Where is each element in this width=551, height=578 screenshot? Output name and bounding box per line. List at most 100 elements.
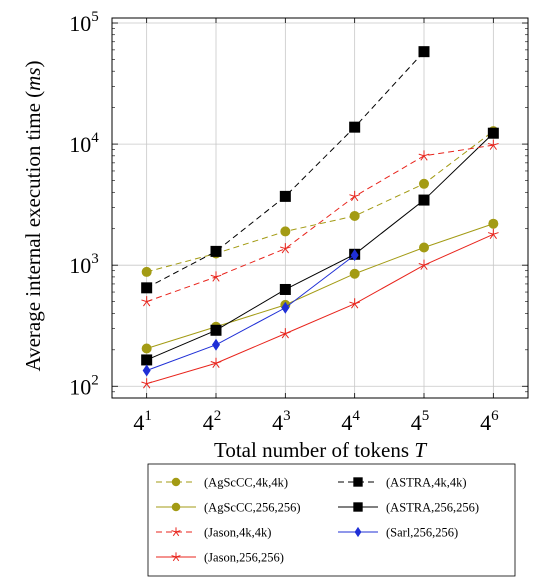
legend-label: (Jason,256,256): [204, 551, 284, 565]
x-tick-label-base: 4: [203, 410, 214, 435]
point-square-marker: [141, 282, 153, 294]
point-star-marker: [171, 527, 181, 537]
y-tick-label-exponent: 4: [91, 130, 99, 146]
point-square-marker: [353, 502, 363, 512]
point-star-marker: [418, 150, 430, 161]
x-tick-label-base: 4: [272, 410, 283, 435]
x-tick-label: 42: [203, 408, 222, 435]
point-star-marker: [210, 357, 222, 368]
point-square-marker: [141, 354, 153, 366]
y-tick-label-base: 10: [69, 374, 91, 399]
y-tick-label-base: 10: [69, 11, 91, 36]
point-square-marker: [279, 283, 291, 295]
legend-label: (AgScCC,256,256): [204, 501, 301, 515]
legend-label: (Jason,4k,4k): [204, 526, 271, 540]
x-tick-label-exponent: 1: [144, 408, 152, 424]
series-line: [146, 144, 494, 303]
point-star-marker: [279, 243, 291, 254]
point-square-marker: [279, 190, 291, 202]
legend-item-6: (Jason,256,256): [156, 551, 284, 565]
x-tick-label: 45: [411, 408, 430, 435]
x-axis-label-var: T: [414, 438, 427, 462]
point-diamond-marker: [212, 338, 220, 351]
point-square-marker: [353, 477, 363, 487]
series-layer: [141, 46, 499, 389]
y-axis-label-unit: ms: [21, 68, 45, 91]
series-2: [141, 218, 499, 354]
series-1: [141, 46, 430, 294]
y-axis-label: Average internal execution time (ms): [21, 61, 45, 372]
point-diamond-marker: [281, 301, 290, 314]
point-square-marker: [418, 46, 430, 58]
series-line: [146, 233, 494, 385]
series-line: [146, 254, 355, 371]
point-circle-marker: [488, 218, 499, 229]
point-star-marker: [279, 328, 291, 339]
point-circle-marker: [349, 268, 360, 279]
point-square-marker: [210, 324, 222, 336]
point-star-marker: [487, 139, 499, 150]
series-3: [141, 127, 499, 366]
point-circle-marker: [171, 502, 181, 512]
point-square-marker: [418, 194, 430, 206]
series-line: [146, 132, 494, 361]
legend-label: (Sarl,256,256): [386, 526, 458, 540]
series-6: [141, 228, 499, 389]
point-square-marker: [349, 121, 361, 133]
x-tick-label-base: 4: [133, 410, 144, 435]
y-tick-label: 104: [69, 130, 99, 157]
legend: (AgScCC,4k,4k) (ASTRA,4k,4k) (AgScCC,256,2…: [147, 463, 516, 577]
y-tick-label: 105: [69, 9, 99, 36]
point-circle-marker: [171, 477, 181, 487]
x-tick-label-base: 4: [480, 410, 491, 435]
x-tick-label-exponent: 2: [214, 408, 222, 424]
series-4: [141, 139, 499, 307]
legend-label: (AgScCC,4k,4k): [204, 476, 288, 490]
y-tick-label: 102: [69, 372, 99, 399]
point-star-marker: [141, 378, 153, 389]
legend-item-2: (AgScCC,256,256): [156, 501, 301, 515]
x-tick-label-base: 4: [411, 410, 422, 435]
series-line: [146, 130, 494, 273]
legend-item-5: (Sarl,256,256): [338, 526, 458, 540]
legend-item-4: (Jason,4k,4k): [156, 526, 271, 540]
point-circle-marker: [280, 226, 291, 237]
point-star-marker: [171, 552, 181, 562]
y-tick-label-base: 10: [69, 132, 91, 157]
x-tick-label-exponent: 3: [283, 408, 291, 424]
x-tick-label: 43: [272, 408, 291, 435]
x-tick-label: 46: [480, 408, 499, 435]
point-star-marker: [349, 298, 361, 309]
series-5: [142, 249, 359, 377]
series-line: [146, 51, 425, 289]
y-tick-label-exponent: 5: [91, 9, 99, 25]
point-diamond-marker: [350, 249, 359, 262]
point-star-marker: [487, 228, 499, 240]
point-circle-marker: [419, 242, 429, 253]
point-star-marker: [349, 190, 361, 202]
y-tick-label-exponent: 2: [91, 372, 99, 388]
x-axis-label: Total number of tokens T: [214, 438, 427, 462]
y-tick-label: 103: [69, 251, 99, 278]
x-tick-label-base: 4: [341, 410, 352, 435]
x-tick-label: 41: [133, 408, 152, 435]
legend-label: (ASTRA,4k,4k): [386, 476, 467, 490]
y-axis-label-text: Average internal execution time (: [21, 91, 45, 372]
series-line: [146, 223, 494, 349]
x-tick-label: 44: [341, 408, 360, 435]
y-axis-label-close: ): [21, 61, 45, 68]
x-axis-label-text: Total number of tokens: [214, 438, 414, 462]
x-tick-label-exponent: 5: [422, 408, 430, 424]
point-circle-marker: [349, 210, 360, 221]
grid: [112, 18, 528, 398]
y-tick-label-exponent: 3: [91, 251, 99, 267]
y-tick-label-base: 10: [69, 253, 91, 278]
legend-box: [147, 463, 516, 577]
point-star-marker: [210, 271, 222, 282]
point-circle-marker: [419, 178, 429, 189]
ticks: [112, 18, 528, 399]
point-diamond-marker: [142, 364, 151, 377]
legend-item-1: (ASTRA,4k,4k): [338, 476, 467, 490]
